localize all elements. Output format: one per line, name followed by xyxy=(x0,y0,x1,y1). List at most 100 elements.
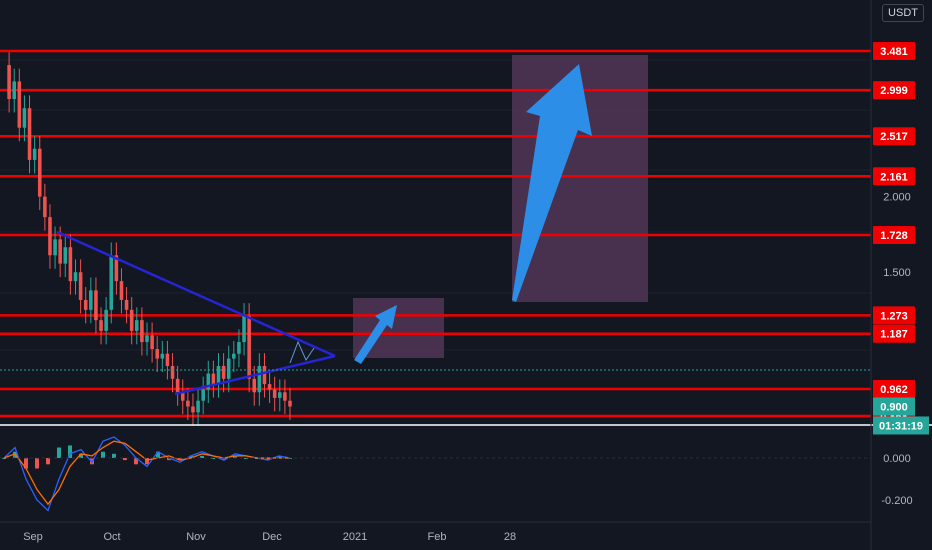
level-tag xyxy=(873,324,915,343)
oscillator-tick-label: -0.200 xyxy=(881,495,912,507)
candle-body xyxy=(283,392,287,401)
histogram-bar xyxy=(222,458,226,461)
countdown-tag xyxy=(873,416,929,435)
candle-body xyxy=(99,320,103,331)
descending-trendline xyxy=(56,230,336,358)
level-tag-label: 2.161 xyxy=(880,171,908,183)
time-tick-label: Feb xyxy=(428,531,447,543)
zigzag-projection xyxy=(289,340,315,364)
candle-body xyxy=(175,378,180,393)
price-tick-label: 2.000 xyxy=(883,192,911,204)
candle-body xyxy=(43,196,47,218)
price-axis[interactable]: 3.481 2.999 2.517 2.161 1.728 1.273 1.187 0.962… xyxy=(873,42,929,435)
candle-body xyxy=(252,378,257,393)
candle-body xyxy=(48,217,52,256)
time-axis[interactable]: Sep Oct Nov Dec 2021 Feb 28 xyxy=(23,531,516,543)
histogram-bar xyxy=(112,453,116,458)
oscillator-tick-label: 0.000 xyxy=(883,453,911,465)
candle-body xyxy=(68,247,73,282)
histogram-bar xyxy=(123,458,127,461)
candle-body xyxy=(37,148,42,197)
time-tick-label: Dec xyxy=(262,531,282,543)
level-tag-label: 1.273 xyxy=(880,310,908,322)
level-tag xyxy=(873,379,915,398)
large-arrow xyxy=(512,64,592,302)
candle-body xyxy=(247,315,251,379)
level-tag xyxy=(873,306,915,325)
histogram-bar xyxy=(189,455,193,458)
candle-body xyxy=(196,400,200,413)
candle-body xyxy=(119,281,124,300)
candle-body xyxy=(83,299,88,310)
small-arrow xyxy=(354,305,397,364)
level-tag xyxy=(873,226,915,245)
candle-body xyxy=(160,353,165,359)
candle-body xyxy=(134,320,139,331)
candle-body xyxy=(242,315,246,343)
candle-body xyxy=(165,353,170,366)
candle-body xyxy=(216,365,221,385)
candle-body xyxy=(89,290,93,310)
candle-body xyxy=(63,247,68,264)
candle-body xyxy=(277,392,282,398)
candle-body xyxy=(32,148,37,160)
histogram-bar xyxy=(24,458,28,469)
oscillator-axis[interactable]: 0.000 -0.200 xyxy=(881,453,912,507)
level-tag xyxy=(873,81,915,100)
candle-body xyxy=(186,400,190,407)
time-tick-label: Nov xyxy=(186,531,206,543)
candle-body xyxy=(129,309,134,331)
level-tag-label: 1.728 xyxy=(880,230,908,242)
time-tick-label: 28 xyxy=(504,531,516,543)
candle-body xyxy=(267,384,272,390)
price-tick-label: 1.500 xyxy=(883,267,911,279)
histogram-bar xyxy=(167,458,171,461)
candle-body xyxy=(12,81,17,99)
candle-body xyxy=(145,335,149,343)
level-tag-label: 3.481 xyxy=(880,46,908,58)
candle-body xyxy=(232,353,236,359)
candle-body xyxy=(140,320,144,343)
candle-body xyxy=(155,349,160,359)
candle-body xyxy=(109,255,114,310)
level-tag-label: 2.999 xyxy=(880,85,908,97)
time-tick-label: 2021 xyxy=(343,531,367,543)
candle-body xyxy=(206,373,211,390)
histogram-bar xyxy=(57,447,61,458)
histogram-bar xyxy=(145,458,149,465)
candle-body xyxy=(58,239,62,264)
candle-body xyxy=(180,392,185,401)
current-price-label: 0.900 xyxy=(880,401,908,413)
level-tag-label: 1.187 xyxy=(880,329,908,341)
currency-badge[interactable]: USDT xyxy=(882,4,924,22)
candle-body xyxy=(22,108,27,128)
histogram-bar xyxy=(156,451,160,458)
histogram-bar xyxy=(134,458,138,465)
candle-body xyxy=(104,309,108,331)
histogram-bar xyxy=(101,451,105,458)
level-tag xyxy=(873,127,915,146)
histogram-bar xyxy=(277,455,281,458)
candle-body xyxy=(150,335,154,350)
candle-body xyxy=(27,108,32,160)
histogram-bar xyxy=(233,455,237,458)
candle-body xyxy=(211,373,216,385)
current-price-tag xyxy=(873,397,915,416)
histogram-bar xyxy=(79,453,83,458)
candle-body xyxy=(73,272,78,282)
histogram-bar xyxy=(266,458,270,461)
level-tag xyxy=(873,167,915,186)
candle-body xyxy=(288,400,292,407)
candle-body xyxy=(78,272,83,300)
time-tick-label: Oct xyxy=(103,531,120,543)
countdown-label: 01:31:19 xyxy=(879,420,923,432)
histogram-bar xyxy=(46,458,50,465)
level-tag-label: 2.517 xyxy=(880,131,908,143)
candle-body xyxy=(191,406,195,413)
histogram-bar xyxy=(178,458,182,461)
horizontal-levels xyxy=(0,49,871,418)
candle-body xyxy=(201,389,205,401)
histogram-bar xyxy=(35,458,39,469)
